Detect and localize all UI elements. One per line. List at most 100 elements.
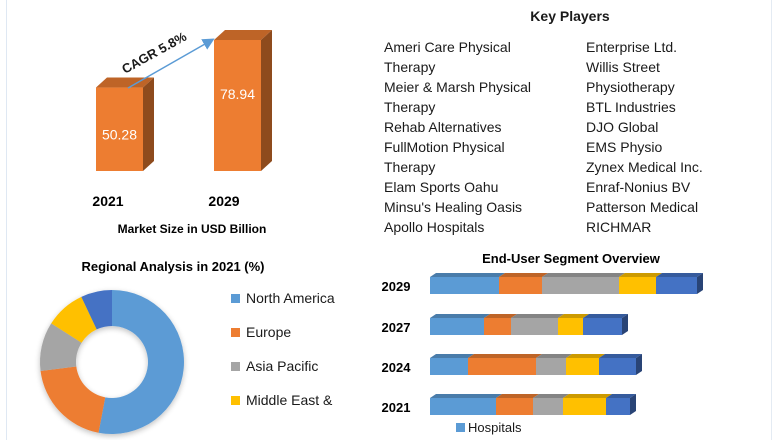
stack-segment-2021-1 bbox=[496, 398, 533, 415]
stack-segment-top bbox=[468, 354, 542, 358]
market-bar-top bbox=[214, 30, 272, 40]
key-player-item: Therapy bbox=[384, 159, 436, 175]
stack-bar-side bbox=[636, 354, 642, 375]
stack-segment-2021-2 bbox=[533, 398, 563, 415]
stack-segment-top bbox=[430, 314, 490, 318]
stack-segment-2027-2 bbox=[511, 318, 558, 335]
stack-segment-top bbox=[542, 273, 625, 277]
donut-slice-north-america bbox=[98, 290, 184, 434]
stack-segment-top bbox=[533, 394, 569, 398]
stack-segment-2021-0 bbox=[430, 398, 496, 415]
key-player-item: Minsu's Healing Oasis bbox=[384, 199, 523, 215]
market-size-chart: 50.28 78.94 bbox=[96, 30, 272, 171]
stack-bar-side bbox=[630, 394, 636, 415]
stack-segment-2027-0 bbox=[430, 318, 484, 335]
stack-segment-top bbox=[563, 394, 612, 398]
legend-item: Middle East & bbox=[231, 391, 335, 425]
key-player-item: RICHMAR bbox=[586, 219, 652, 235]
donut-slice-europe bbox=[40, 366, 106, 433]
stack-segment-2021-3 bbox=[563, 398, 606, 415]
legend-swatch-icon bbox=[231, 293, 240, 303]
stack-segment-2027-1 bbox=[484, 318, 511, 335]
stack-segment-top bbox=[558, 314, 589, 318]
market-bar-2029 bbox=[214, 40, 261, 171]
market-bar-top bbox=[96, 77, 154, 88]
stack-segment-top bbox=[599, 354, 642, 358]
key-player-item: DJO Global bbox=[586, 119, 659, 135]
key-player-item: Meier & Marsh Physical bbox=[384, 79, 532, 95]
stack-segment-2024-3 bbox=[566, 358, 599, 375]
market-year-label-2021: 2021 bbox=[92, 193, 123, 209]
stack-segment-2021-4 bbox=[606, 398, 630, 415]
stack-segment-top bbox=[656, 273, 703, 277]
stack-segment-2024-1 bbox=[468, 358, 536, 375]
stack-segment-2029-2 bbox=[542, 277, 619, 294]
stack-segment-top bbox=[606, 394, 636, 398]
donut-slice-asia-pacific bbox=[40, 323, 82, 372]
key-player-item: Ameri Care Physical bbox=[384, 39, 511, 55]
key-players-column-1: Ameri Care Physical Therapy Meier & Marsh … bbox=[384, 37, 531, 237]
regional-donut-chart bbox=[40, 290, 184, 434]
key-player-item: Physiotherapy bbox=[586, 79, 675, 95]
left-border bbox=[6, 0, 7, 440]
key-player-item: Willis Street bbox=[586, 59, 660, 75]
legend-label: Middle East & bbox=[246, 392, 333, 408]
stack-segment-top bbox=[619, 273, 662, 277]
stack-segment-top bbox=[583, 314, 628, 318]
stack-bar-side bbox=[622, 314, 628, 335]
market-bar-value-label: 50.28 bbox=[102, 126, 137, 142]
market-bar-2021 bbox=[96, 87, 143, 171]
stack-segment-2029-0 bbox=[430, 277, 499, 294]
key-player-item: Enterprise Ltd. bbox=[586, 39, 678, 55]
end-user-stacked-chart: 2029 2027 2024 2021 bbox=[382, 273, 703, 415]
stack-segment-top bbox=[430, 394, 502, 398]
end-user-year-label: 2027 bbox=[382, 320, 411, 335]
regional-legend: North America Europe Asia Pacific Middle Ea… bbox=[231, 289, 335, 425]
key-player-item: Apollo Hospitals bbox=[384, 219, 485, 235]
end-user-year-label: 2029 bbox=[382, 279, 411, 294]
stack-segment-top bbox=[566, 354, 605, 358]
donut-slice-middle-east bbox=[51, 296, 97, 343]
legend-label: Europe bbox=[246, 324, 292, 340]
key-player-item: Enraf-Nonius BV bbox=[586, 179, 691, 195]
end-user-chart-title: End-User Segment Overview bbox=[482, 251, 661, 266]
key-player-item: FullMotion Physical bbox=[384, 139, 505, 155]
key-player-item: EMS Physio bbox=[586, 139, 663, 155]
stack-segment-2029-3 bbox=[619, 277, 656, 294]
key-player-item: Therapy bbox=[384, 59, 436, 75]
stack-segment-2029-1 bbox=[499, 277, 542, 294]
stack-segment-top bbox=[430, 273, 505, 277]
market-bar-value-label: 78.94 bbox=[220, 86, 255, 102]
legend-item: Asia Pacific bbox=[231, 357, 335, 391]
key-player-item: BTL Industries bbox=[586, 99, 676, 115]
key-players-column-2: Enterprise Ltd. Willis Street Physiotherap… bbox=[586, 37, 703, 237]
cagr-arrow-icon bbox=[127, 38, 215, 89]
stack-segment-top bbox=[430, 354, 474, 358]
donut-slice-south-america bbox=[81, 290, 112, 330]
key-player-item: Rehab Alternatives bbox=[384, 119, 502, 135]
cagr-label: CAGR 5.8% bbox=[119, 29, 189, 77]
stack-segment-top bbox=[511, 314, 564, 318]
stack-segment-2027-4 bbox=[583, 318, 622, 335]
legend-swatch-icon bbox=[456, 423, 465, 433]
legend-label: North America bbox=[246, 290, 335, 306]
legend-item: Europe bbox=[231, 323, 335, 357]
end-user-year-label: 2024 bbox=[382, 360, 412, 375]
market-bar-side bbox=[143, 77, 154, 171]
legend-label: Hospitals bbox=[468, 420, 522, 435]
end-user-legend: Hospitals bbox=[456, 420, 521, 436]
regional-chart-title: Regional Analysis in 2021 (%) bbox=[81, 259, 264, 274]
legend-label: Asia Pacific bbox=[246, 358, 319, 374]
legend-swatch-icon bbox=[231, 327, 240, 337]
stack-segment-top bbox=[484, 314, 517, 318]
stack-segment-2024-2 bbox=[536, 358, 566, 375]
market-bar-side bbox=[261, 30, 272, 171]
end-user-year-label: 2021 bbox=[382, 400, 411, 415]
stack-segment-2024-0 bbox=[430, 358, 468, 375]
legend-item: North America bbox=[231, 289, 335, 323]
stack-segment-2027-3 bbox=[558, 318, 583, 335]
right-border bbox=[771, 0, 772, 440]
legend-item: Hospitals bbox=[456, 420, 521, 435]
stack-segment-2029-4 bbox=[656, 277, 697, 294]
key-player-item: Therapy bbox=[384, 99, 436, 115]
